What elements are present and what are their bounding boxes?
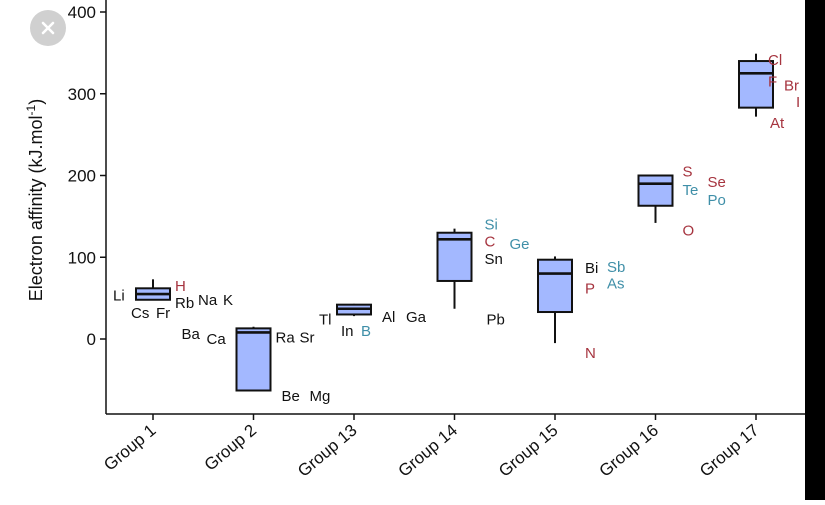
element-label-ge: Ge (510, 236, 530, 253)
x-tick-label-6: Group 17 (696, 421, 763, 481)
element-label-h: H (175, 278, 186, 295)
box-body (637, 174, 674, 207)
element-label-po: Po (708, 192, 726, 209)
close-button[interactable] (30, 10, 66, 46)
element-label-mg: Mg (310, 388, 331, 405)
box-body (537, 258, 573, 314)
element-label-tl: Tl (319, 311, 332, 328)
element-label-p: P (585, 280, 595, 297)
element-label-ra: Ra (276, 329, 296, 346)
box-body (436, 231, 473, 282)
element-label-ga: Ga (406, 309, 427, 326)
x-tick-label-3: Group 14 (395, 421, 462, 481)
element-label-si: Si (485, 217, 498, 234)
element-label-sb: Sb (607, 259, 625, 276)
element-label-c: C (485, 234, 496, 251)
x-tick-label-0: Group 1 (100, 421, 159, 475)
element-label-i: I (796, 94, 800, 111)
box-group-16 (637, 174, 674, 223)
element-label-se: Se (708, 174, 726, 191)
element-label-ba: Ba (182, 326, 201, 343)
y-tick-label-100: 100 (68, 248, 96, 267)
x-tick-label-4: Group 15 (495, 421, 562, 481)
close-icon (41, 21, 55, 35)
box-group-2 (235, 326, 272, 392)
element-label-as: As (607, 275, 625, 292)
box-body (738, 60, 774, 109)
element-label-sn: Sn (485, 251, 503, 268)
element-label-in: In (341, 323, 354, 340)
y-tick-label-300: 300 (68, 85, 96, 104)
y-tick-label-0: 0 (87, 330, 96, 349)
element-label-br: Br (784, 78, 799, 95)
element-label-n: N (585, 345, 596, 362)
box-group-13 (336, 303, 372, 317)
x-tick-label-2: Group 13 (294, 421, 361, 481)
element-label-fr: Fr (156, 305, 170, 322)
element-label-cl: Cl (768, 52, 782, 69)
y-axis-title: Electron affinity (kJ.mol-1) (24, 99, 46, 301)
element-labels: Li HRb Na K Cs Fr Ba Ca Ra Sr Be Mg Tl Al Ga In B SiC Ge Sn… (113, 52, 800, 405)
element-label-li: Li (113, 288, 125, 305)
boxes (135, 53, 774, 392)
element-label-al: Al (382, 309, 395, 326)
element-label-pb: Pb (487, 311, 505, 328)
box-group-17 (738, 53, 774, 117)
element-label-f: F (768, 73, 777, 90)
axes: 0 100 200 300 400 Group 1 Group 2 Group 13 Group… (68, 0, 805, 481)
element-label-be: Be (282, 388, 300, 405)
element-label-cs: Cs (131, 305, 149, 322)
element-label-b: B (361, 323, 371, 340)
element-label-k: K (223, 292, 233, 309)
element-label-te: Te (683, 182, 699, 199)
box-body (235, 327, 272, 392)
x-tick-label-1: Group 2 (201, 421, 260, 475)
element-label-ca: Ca (207, 331, 227, 348)
box-group-1 (135, 279, 171, 301)
element-label-s: S (683, 163, 693, 180)
element-label-sr: Sr (300, 329, 315, 346)
element-label-o: O (683, 222, 695, 239)
x-tick-label-5: Group 16 (596, 421, 663, 481)
right-edge-bar (805, 0, 825, 500)
y-tick-label-200: 200 (68, 167, 96, 186)
element-label-rb: Rb (175, 295, 194, 312)
y-tick-label-400: 400 (68, 3, 96, 22)
box-group-14 (436, 228, 473, 309)
box-group-15 (537, 256, 573, 344)
element-label-bi: Bi (585, 260, 598, 277)
element-label-at: At (770, 115, 785, 132)
element-label-na: Na (198, 292, 218, 309)
